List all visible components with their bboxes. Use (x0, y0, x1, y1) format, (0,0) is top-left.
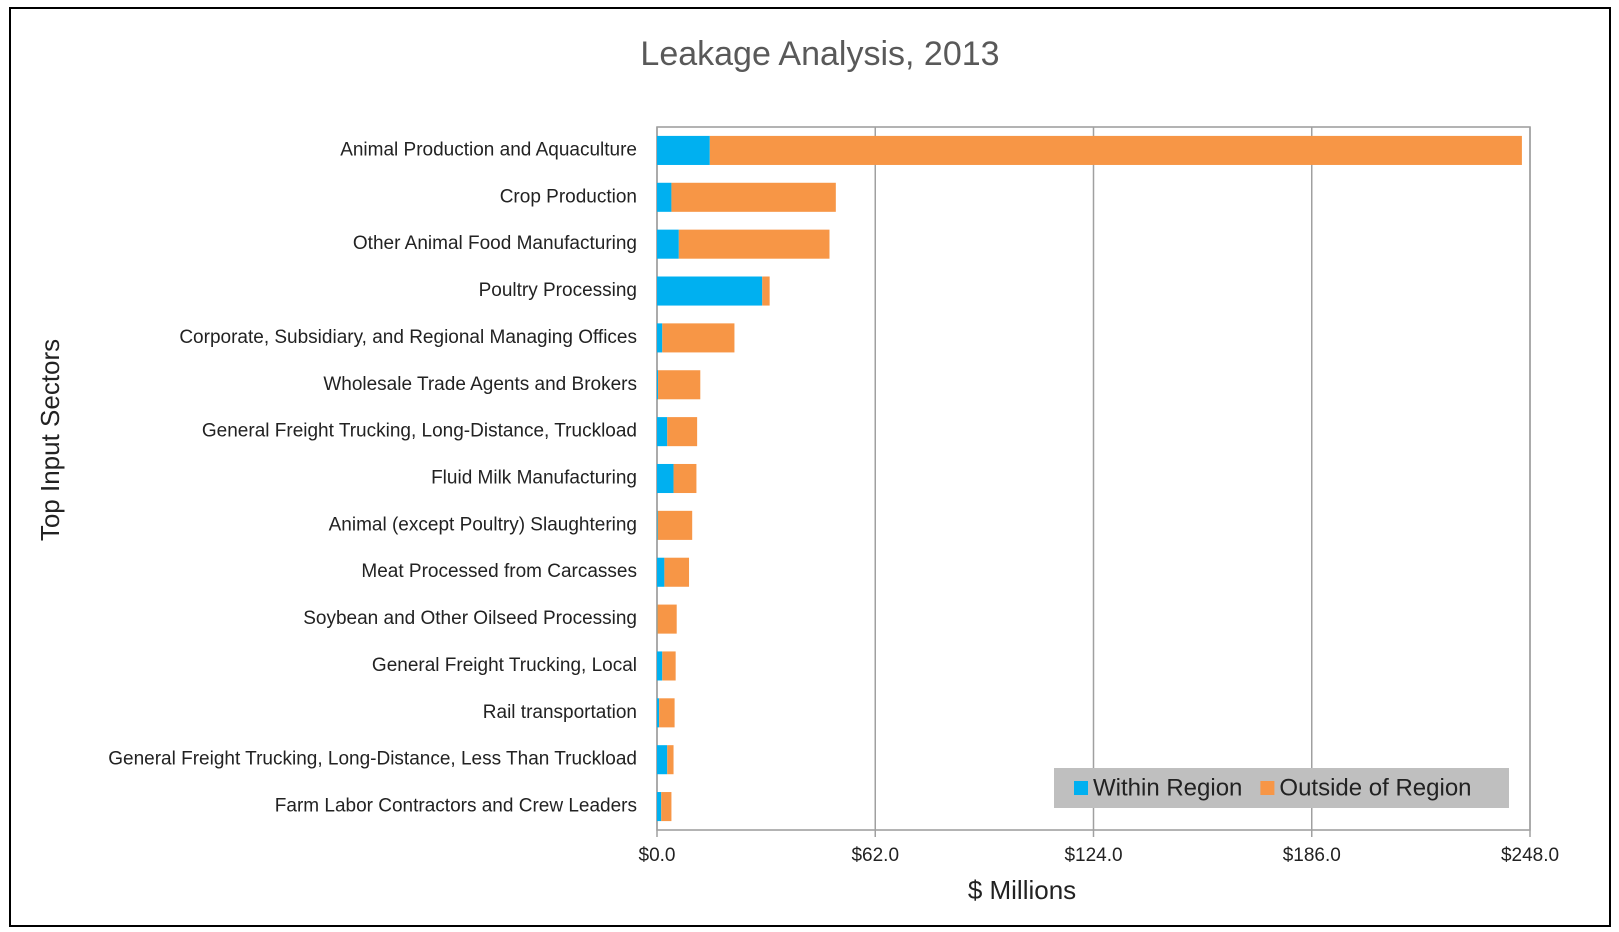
y-tick-label: Farm Labor Contractors and Crew Leaders (275, 796, 637, 817)
bar-segment (657, 510, 658, 540)
y-tick-label: Animal Production and Aquaculture (340, 139, 637, 160)
bar-segment (657, 510, 693, 540)
legend-swatch (1260, 781, 1275, 795)
bar-segment (667, 745, 674, 775)
bar-segment (657, 135, 710, 165)
bar-segment (657, 370, 659, 400)
bar-segment (657, 417, 668, 447)
bar-segment (667, 417, 698, 447)
bar-segment (657, 792, 662, 822)
y-tick-label: Meat Processed from Carcasses (361, 561, 637, 582)
y-axis-label: Top Input Sectors (35, 339, 65, 541)
bar-segment (661, 792, 672, 822)
bar-segment (657, 698, 660, 728)
y-tick-label: Corporate, Subsidiary, and Regional Mana… (179, 327, 637, 348)
y-tick-label: Soybean and Other Oilseed Processing (303, 608, 637, 629)
y-tick-label: Fluid Milk Manufacturing (431, 468, 637, 489)
legend-label: Outside of Region (1279, 774, 1471, 801)
x-tick-label: $62.0 (851, 845, 899, 866)
bar-segment (762, 276, 770, 306)
bar-segment (709, 135, 1522, 165)
x-tick-label: $0.0 (639, 845, 676, 866)
bar-segment (658, 370, 701, 400)
y-tick-label: Poultry Processing (479, 280, 637, 301)
bar-segment (657, 323, 663, 353)
bar-segment (657, 651, 663, 681)
y-tick-label: Wholesale Trade Agents and Brokers (323, 374, 637, 395)
bar-segment (657, 182, 672, 212)
y-tick-label: Rail transportation (483, 702, 637, 723)
y-tick-label: General Freight Trucking, Local (372, 655, 637, 676)
bar-segment (657, 276, 763, 306)
bar-segment (662, 651, 676, 681)
bar-segment (657, 229, 679, 259)
legend-box (1054, 768, 1509, 808)
bar-segment (659, 698, 675, 728)
bar-segment (662, 323, 735, 353)
x-tick-label: $248.0 (1501, 845, 1559, 866)
x-tick-label: $186.0 (1283, 845, 1341, 866)
y-tick-label: Other Animal Food Manufacturing (353, 233, 637, 254)
y-tick-label: General Freight Trucking, Long-Distance,… (108, 749, 637, 770)
y-tick-label: Crop Production (500, 186, 637, 207)
bar-segment (657, 557, 665, 587)
bar-segment (678, 229, 830, 259)
y-tick-label: General Freight Trucking, Long-Distance,… (202, 421, 637, 442)
bar-segment (657, 604, 677, 634)
y-tick-label: Animal (except Poultry) Slaughtering (329, 514, 637, 535)
chart-title: Leakage Analysis, 2013 (640, 35, 999, 73)
bar-segment (671, 182, 836, 212)
bar-segment (657, 745, 668, 775)
x-axis-label: $ Millions (968, 875, 1076, 905)
legend-swatch (1074, 781, 1088, 795)
bar-segment (664, 557, 690, 587)
x-tick-label: $124.0 (1064, 845, 1122, 866)
bar-segment (657, 463, 674, 494)
legend-label: Within Region (1093, 774, 1242, 801)
bar-segment (673, 463, 697, 494)
